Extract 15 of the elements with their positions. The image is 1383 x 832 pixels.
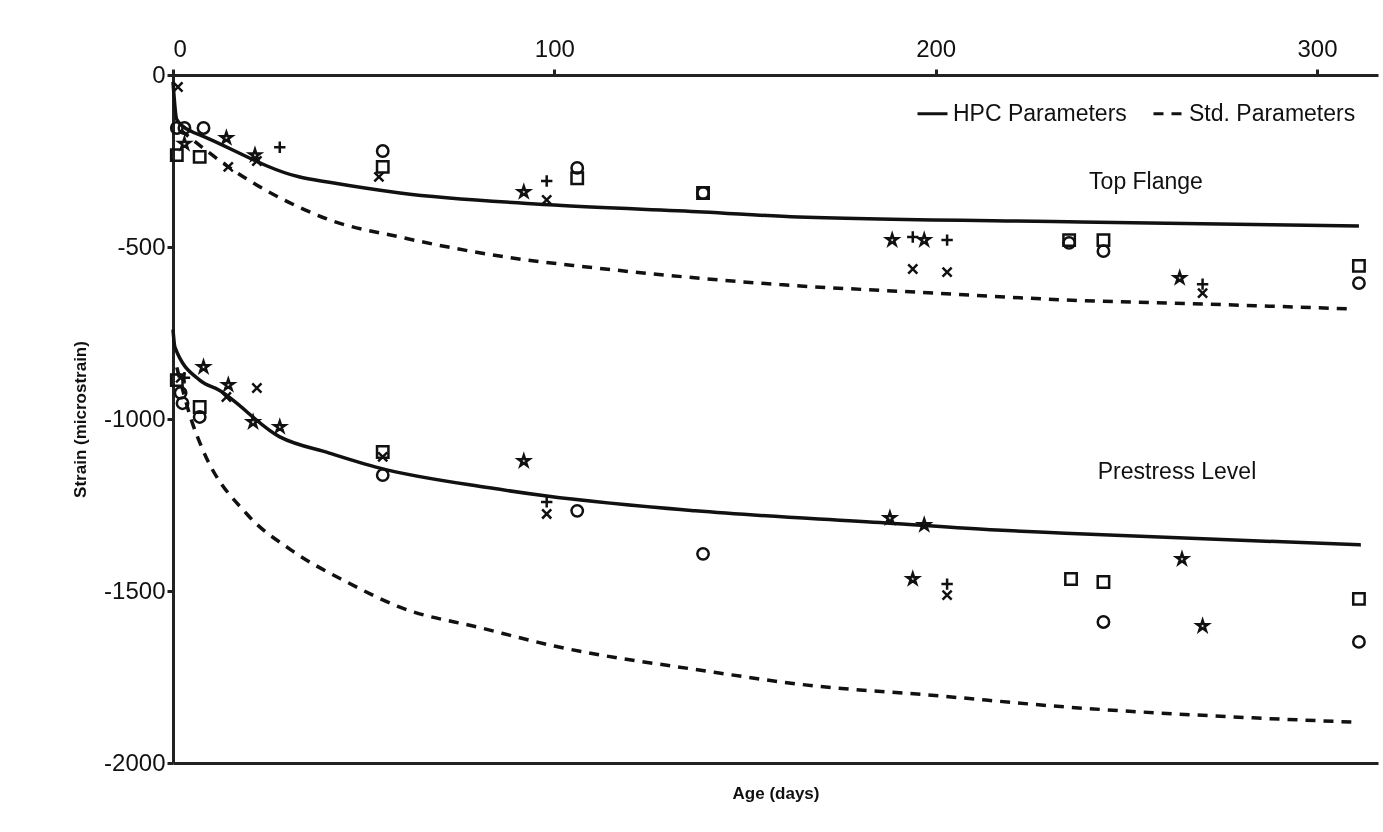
x-tick-label: 0 [173, 34, 187, 62]
y-tick-label: -2000 [104, 748, 166, 776]
x-axis-title: Age (days) [732, 783, 820, 803]
y-tick-label: -500 [117, 232, 166, 260]
y-axis-title: Strain (microstrain) [71, 341, 91, 498]
x-tick-label: 200 [916, 34, 957, 62]
x-tick-label: 300 [1297, 34, 1338, 62]
y-tick-label: 0 [152, 60, 166, 88]
y-tick-label: -1500 [104, 576, 166, 604]
y-tick-label: -1000 [104, 404, 166, 432]
legend-label: HPC Parameters [953, 99, 1127, 126]
annotation: Top Flange [1089, 168, 1203, 194]
x-tick-label: 100 [534, 34, 575, 62]
annotation: Prestress Level [1097, 458, 1257, 484]
legend-label: Std. Parameters [1189, 99, 1356, 126]
